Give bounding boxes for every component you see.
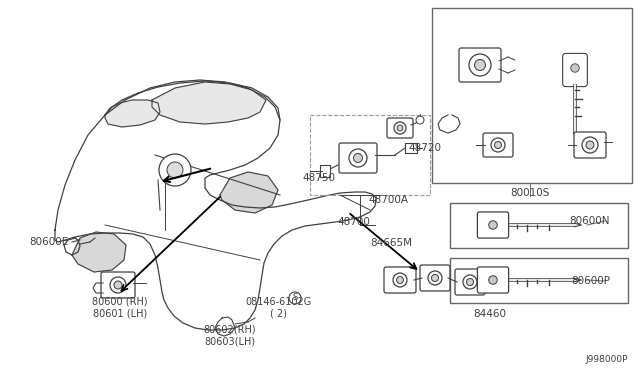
FancyBboxPatch shape <box>384 267 416 293</box>
Circle shape <box>397 125 403 131</box>
Circle shape <box>463 275 477 289</box>
Circle shape <box>467 279 474 285</box>
Text: ( 2): ( 2) <box>269 308 287 318</box>
FancyBboxPatch shape <box>483 133 513 157</box>
Polygon shape <box>105 100 160 127</box>
Circle shape <box>586 141 594 149</box>
Text: 80603(LH): 80603(LH) <box>204 336 255 346</box>
Circle shape <box>159 154 191 186</box>
FancyBboxPatch shape <box>387 118 413 138</box>
Circle shape <box>469 54 491 76</box>
Circle shape <box>397 276 403 283</box>
Text: 48700: 48700 <box>337 217 371 227</box>
Bar <box>432 8 632 183</box>
Text: 48720: 48720 <box>408 143 441 153</box>
Text: 48750: 48750 <box>302 173 335 183</box>
Text: J998000P: J998000P <box>586 356 628 365</box>
Circle shape <box>428 271 442 285</box>
Circle shape <box>289 292 301 304</box>
Text: 80600N: 80600N <box>570 216 610 226</box>
Text: 80601 (LH): 80601 (LH) <box>93 308 147 318</box>
FancyBboxPatch shape <box>477 267 509 293</box>
Circle shape <box>582 137 598 153</box>
Polygon shape <box>220 172 278 213</box>
FancyBboxPatch shape <box>101 272 135 298</box>
Circle shape <box>167 162 183 178</box>
FancyBboxPatch shape <box>574 132 606 158</box>
Text: 08146-6102G: 08146-6102G <box>245 297 311 307</box>
FancyBboxPatch shape <box>339 143 377 173</box>
Text: 84665M: 84665M <box>370 238 412 248</box>
Text: 80600E: 80600E <box>29 237 68 247</box>
FancyBboxPatch shape <box>563 54 588 87</box>
Bar <box>450 203 628 248</box>
Bar <box>310 115 430 195</box>
Circle shape <box>394 122 406 134</box>
FancyBboxPatch shape <box>477 212 509 238</box>
Circle shape <box>474 60 486 71</box>
Circle shape <box>489 276 497 284</box>
Circle shape <box>571 64 579 72</box>
Circle shape <box>491 138 505 152</box>
Bar <box>405 143 417 153</box>
Text: 80602(RH): 80602(RH) <box>204 325 256 335</box>
Circle shape <box>110 277 126 293</box>
Circle shape <box>416 116 424 124</box>
Bar <box>320 165 330 177</box>
Text: 48700A: 48700A <box>368 195 408 205</box>
Circle shape <box>431 275 438 282</box>
Polygon shape <box>72 232 126 272</box>
Circle shape <box>349 149 367 167</box>
Circle shape <box>114 281 122 289</box>
Text: 80010S: 80010S <box>510 188 550 198</box>
Text: 80600P: 80600P <box>571 276 610 286</box>
Circle shape <box>495 141 502 148</box>
Bar <box>450 258 628 303</box>
FancyBboxPatch shape <box>455 269 485 295</box>
Circle shape <box>489 221 497 229</box>
FancyBboxPatch shape <box>420 265 450 291</box>
Circle shape <box>393 273 407 287</box>
Text: S: S <box>292 294 298 302</box>
Polygon shape <box>152 82 266 124</box>
Text: 80600 (RH): 80600 (RH) <box>92 297 148 307</box>
Text: 84460: 84460 <box>474 309 506 319</box>
Circle shape <box>353 154 362 163</box>
FancyBboxPatch shape <box>459 48 501 82</box>
